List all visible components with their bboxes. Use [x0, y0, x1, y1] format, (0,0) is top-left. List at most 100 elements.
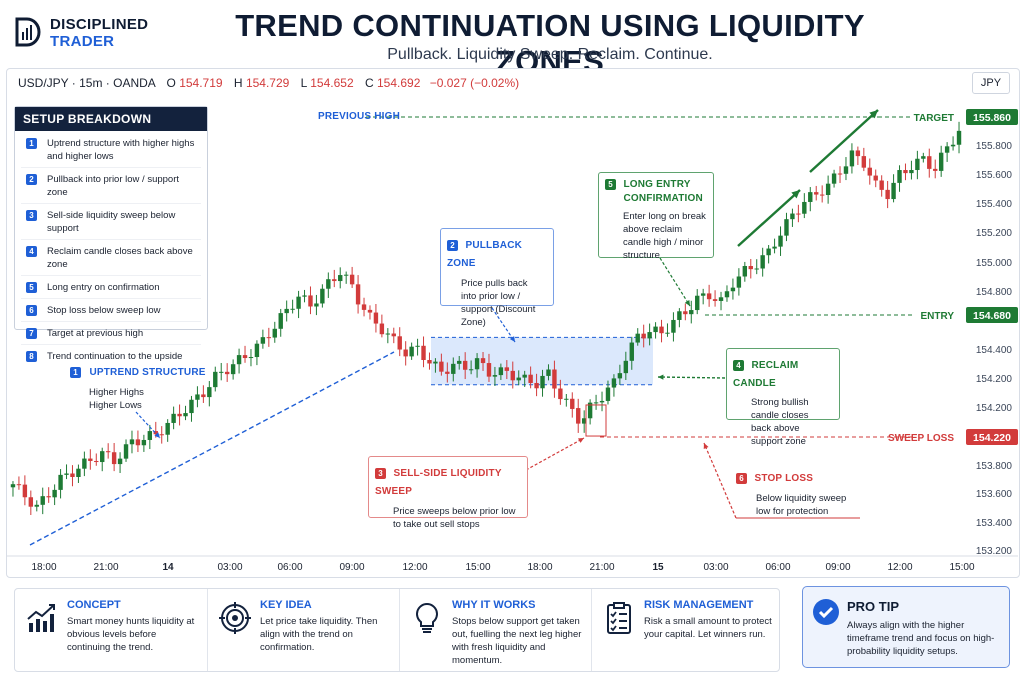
candle-bearish	[462, 360, 468, 370]
candle-bullish	[730, 287, 736, 292]
candle-bullish	[385, 333, 391, 335]
stop-arrow	[703, 442, 737, 519]
setup-item-text: Trend continuation to the upside	[47, 351, 183, 362]
setup-item-num: 5	[26, 282, 37, 293]
uptrend-line1: Higher Highs	[89, 387, 144, 398]
risk-management-text: Risk a small amount to protect your capi…	[644, 616, 772, 640]
x-tick-label: 12:00	[402, 562, 427, 573]
pullback-annotation: 2 PULLBACK ZONE Price pulls back into pr…	[440, 228, 554, 328]
page-subtitle: Pullback. Liquidity Sweep. Reclaim. Cont…	[387, 46, 713, 63]
x-tick-label: 21:00	[589, 562, 614, 573]
candle-bearish	[105, 451, 111, 453]
candle-bearish	[641, 333, 646, 339]
candle-bullish	[915, 158, 920, 171]
setup-item: 3 Sell-side liquidity sweep below support	[21, 209, 201, 240]
candle-bullish	[10, 484, 16, 488]
candle-bearish	[659, 326, 664, 334]
candle-bearish	[349, 274, 355, 285]
candle-bullish	[808, 192, 813, 202]
candle-bearish	[683, 311, 688, 315]
candle-bullish	[802, 201, 807, 214]
candle-bullish	[700, 293, 706, 296]
stop-title: STOP LOSS	[754, 473, 814, 484]
why-it-works-title: WHY IT WORKS	[452, 599, 536, 611]
setup-item-text: Stop loss below sweep low	[47, 305, 161, 316]
setup-item-text: Pullback into prior low / support zone	[47, 174, 180, 198]
candle-bullish	[302, 295, 307, 297]
candle-bearish	[361, 304, 367, 310]
candle-bearish	[94, 460, 99, 463]
setup-title: SETUP BREAKDOWN	[15, 107, 207, 131]
pullback-arrow	[491, 307, 516, 343]
candle-bullish	[695, 295, 700, 311]
low-value: 154.652	[310, 76, 354, 90]
candle-bearish	[22, 484, 28, 498]
pullback-text: Price pulls back into prior low / suppor…	[461, 278, 536, 328]
x-tick-label: 15	[652, 562, 664, 573]
candle-bullish	[314, 303, 319, 307]
currency-button[interactable]: JPY	[972, 72, 1010, 94]
uptrend-arrow-head	[154, 432, 160, 438]
key-idea-text: Let price take liquidity. Then align wit…	[260, 616, 378, 653]
candle-bearish	[837, 173, 843, 175]
target-icon	[219, 602, 251, 634]
ohlc-readout: USD/JPY · 15m · OANDA O 154.719 H 154.72…	[18, 76, 519, 90]
candle-bullish	[647, 332, 652, 339]
candle-bullish	[689, 310, 694, 315]
candle-bullish	[248, 357, 254, 359]
candle-bearish	[308, 295, 313, 307]
candle-bullish	[207, 387, 212, 398]
candle-bullish	[587, 402, 593, 419]
chart-growth-icon	[27, 604, 55, 632]
candle-bearish	[427, 359, 432, 364]
candle-bearish	[201, 394, 206, 398]
candle-bearish	[552, 369, 557, 389]
candle-bearish	[528, 374, 533, 383]
y-tick-label: 154.800	[976, 287, 1013, 298]
candle-bullish	[629, 342, 634, 361]
change-value: −0.027 (−0.02%)	[429, 76, 520, 90]
level-label: TARGET	[914, 113, 954, 124]
candle-bullish	[736, 276, 742, 288]
setup-item: 6 Stop loss below sweep low	[21, 304, 201, 322]
candle-bullish	[891, 182, 896, 200]
candle-bullish	[117, 458, 123, 465]
brand-name: DISCIPLINED TRADER	[50, 16, 148, 50]
sweep-text: Price sweeps below prior low to take out…	[393, 506, 516, 530]
candle-bullish	[742, 266, 748, 277]
setup-item-num: 2	[26, 174, 37, 185]
candle-bullish	[76, 468, 81, 477]
x-tick-label: 06:00	[765, 562, 790, 573]
setup-list: 1 Uptrend structure with higher highs and…	[15, 137, 207, 367]
setup-item-text: Long entry on confirmation	[47, 282, 160, 293]
low-label: L	[300, 76, 307, 90]
candle-bearish	[814, 192, 819, 195]
entry-conf-title2: CONFIRMATION	[623, 193, 703, 204]
x-tick-label: 14	[162, 562, 174, 573]
lightbulb-icon	[416, 602, 438, 633]
y-tick-label: 155.800	[976, 141, 1013, 152]
candle-bullish	[147, 431, 153, 440]
candle-bullish	[540, 375, 545, 389]
candle-bearish	[177, 413, 182, 417]
pullback-arrow-head	[509, 336, 515, 342]
sweep-arrow	[525, 437, 585, 471]
reclaim-arrow-head	[658, 374, 664, 380]
candle-bearish	[367, 309, 373, 313]
uptrend-line2: Higher Lows	[89, 400, 142, 411]
reclaim-arrow	[657, 376, 726, 379]
key-idea-card: KEY IDEA Let price take liquidity. Then …	[207, 589, 398, 671]
concept-card: CONCEPT Smart money hunts liquidity at o…	[15, 589, 205, 671]
y-tick-label: 153.800	[976, 461, 1013, 472]
candle-bearish	[558, 388, 563, 400]
candle-bearish	[861, 156, 867, 168]
high-value: 154.729	[245, 76, 290, 90]
setup-item: 1 Uptrend structure with higher highs and…	[21, 137, 201, 168]
candle-bullish	[409, 346, 414, 357]
setup-item-num: 6	[26, 305, 37, 316]
setup-item: 7 Target at previous high	[21, 327, 201, 345]
setup-item-num: 3	[26, 210, 37, 221]
brand-line1: DISCIPLINED	[50, 16, 149, 33]
close-value: 154.692	[377, 76, 421, 90]
candle-bullish	[290, 308, 295, 310]
